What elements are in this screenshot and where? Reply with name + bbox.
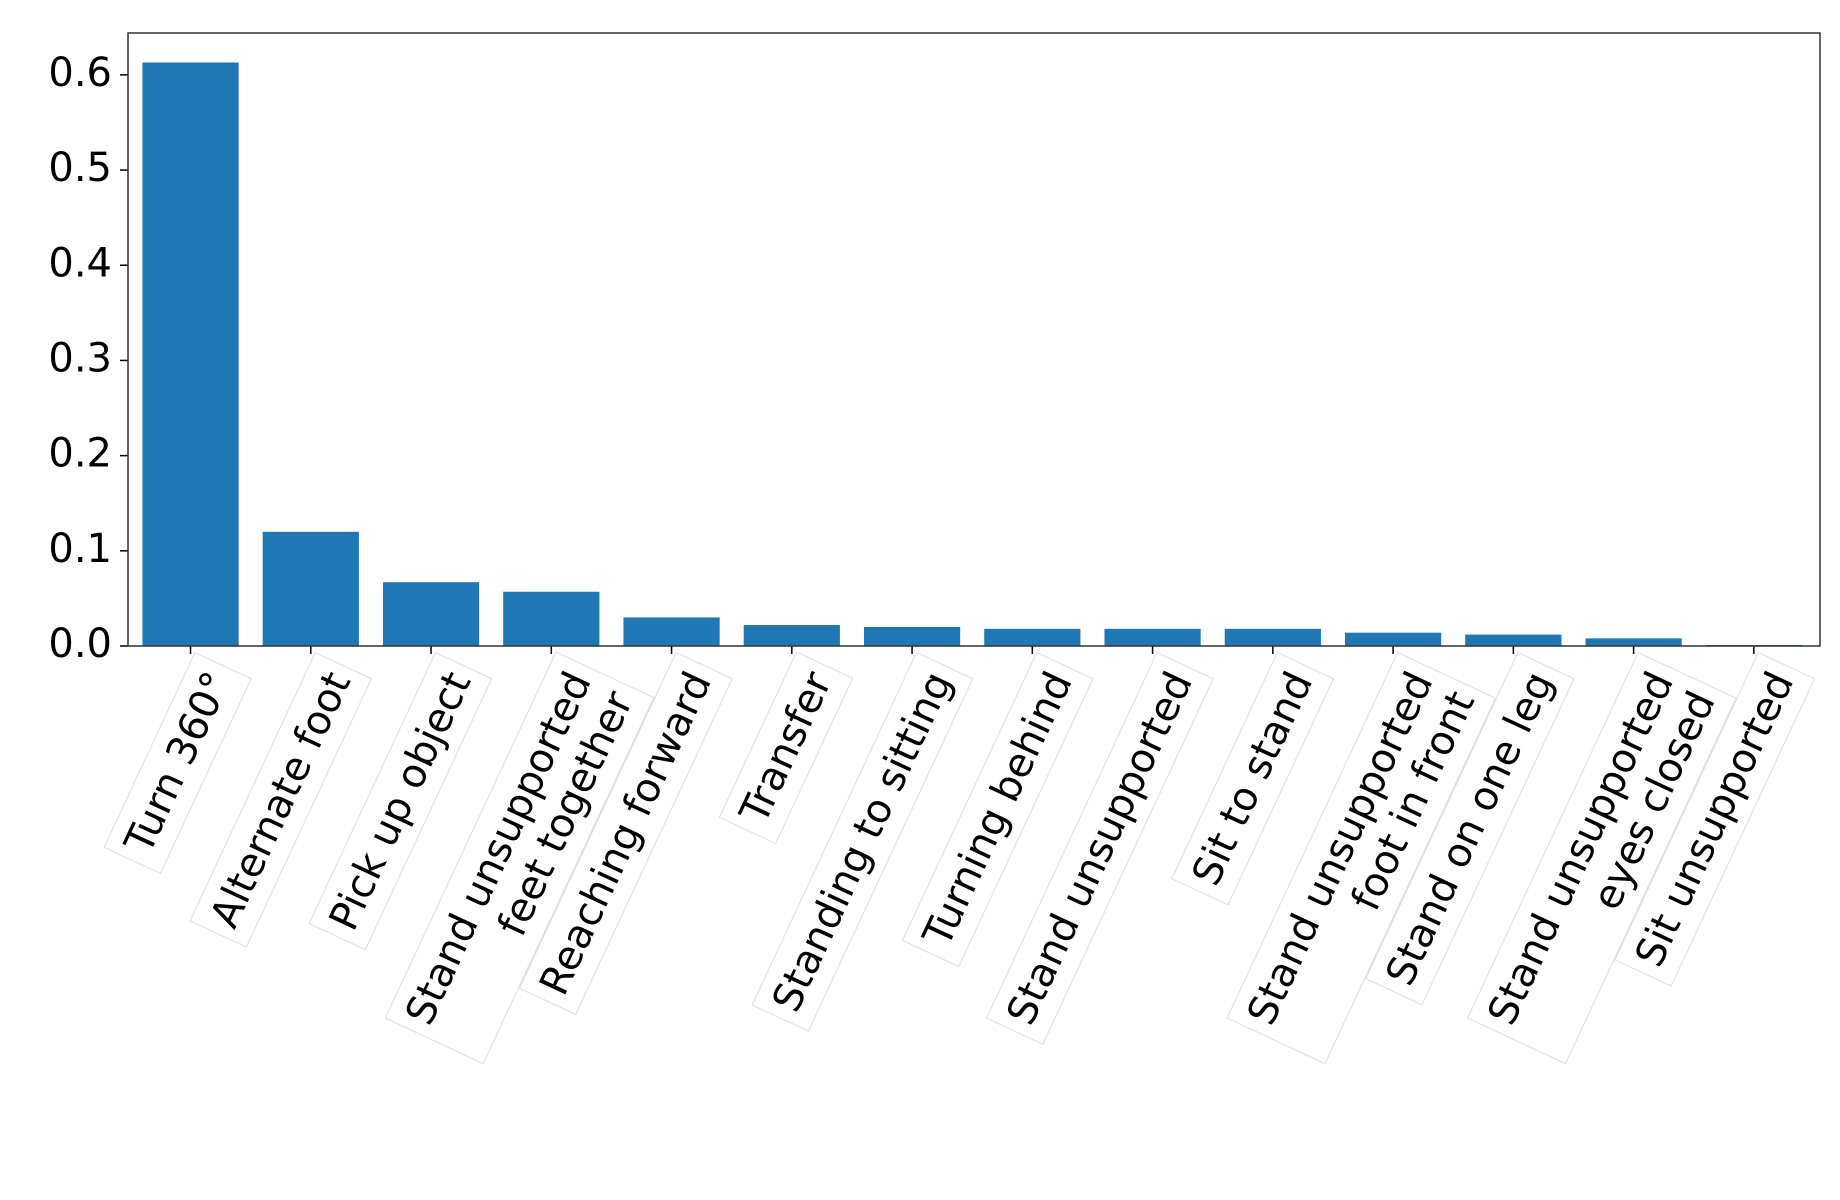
label-box (1614, 651, 1816, 987)
y-tick-label: 0.5 (48, 145, 112, 191)
bar (623, 617, 720, 646)
label-box (718, 651, 854, 845)
label-box (384, 651, 655, 1065)
y-tick-label: 0.4 (48, 240, 112, 286)
y-tick-label: 0.6 (48, 50, 112, 96)
label-box (189, 651, 373, 948)
label-box (1466, 651, 1737, 1065)
label-box (103, 651, 252, 875)
bar (1585, 638, 1682, 646)
x-tick-label-group: Transfer (718, 651, 854, 845)
bar (382, 582, 480, 646)
label-box (1171, 651, 1335, 906)
label-box (518, 651, 733, 1016)
plot-frame (127, 32, 1821, 647)
bar (863, 626, 961, 646)
y-tick-label: 0.1 (48, 526, 112, 572)
bar (503, 591, 600, 646)
label-box (985, 651, 1214, 1045)
bar (1224, 628, 1321, 646)
label-box (1365, 651, 1575, 1006)
bar (1344, 632, 1442, 646)
y-tick-label: 0.2 (48, 431, 112, 477)
bar (1104, 628, 1201, 646)
bar (743, 625, 840, 646)
bar (262, 531, 359, 646)
bar (984, 628, 1081, 646)
y-tick-label: 0.3 (48, 335, 112, 381)
label-box (1226, 651, 1497, 1065)
bar (1465, 634, 1562, 646)
label-box (901, 651, 1094, 968)
y-tick-label: 0.0 (48, 621, 112, 667)
bar (142, 62, 239, 647)
label-box (308, 651, 493, 951)
label-box (751, 651, 974, 1032)
